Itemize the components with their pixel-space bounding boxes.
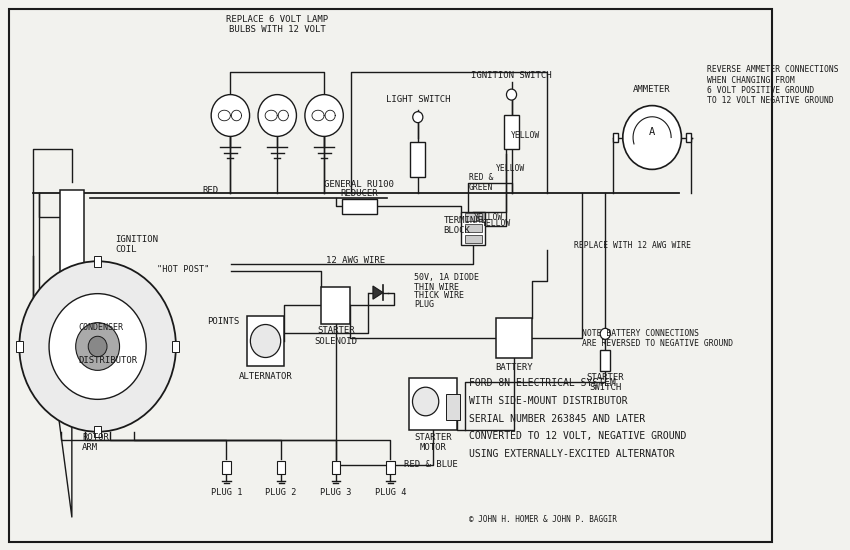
Ellipse shape	[623, 106, 682, 169]
Ellipse shape	[413, 112, 422, 123]
Text: CONVERTED TO 12 VOLT, NEGATIVE GROUND: CONVERTED TO 12 VOLT, NEGATIVE GROUND	[468, 431, 686, 441]
Text: PLUG 4: PLUG 4	[375, 488, 406, 497]
Text: YELLOW: YELLOW	[474, 213, 503, 222]
Text: SERIAL NUMBER 263845 AND LATER: SERIAL NUMBER 263845 AND LATER	[468, 414, 645, 424]
Bar	[173, 341, 179, 352]
Text: 50V, 1A DIODE: 50V, 1A DIODE	[414, 273, 479, 282]
Text: CONDENSER: CONDENSER	[78, 323, 123, 332]
Text: YELLOW: YELLOW	[496, 164, 525, 173]
Text: BATTERY: BATTERY	[495, 364, 533, 372]
Text: FORD 8N ELECTRICAL SYSTEM: FORD 8N ELECTRICAL SYSTEM	[468, 378, 615, 388]
Bar	[246, 316, 285, 366]
Text: AMMETER: AMMETER	[633, 85, 671, 94]
Ellipse shape	[211, 95, 250, 136]
Ellipse shape	[76, 323, 120, 370]
Text: IGNITION
COIL: IGNITION COIL	[116, 235, 159, 255]
Bar	[94, 426, 101, 437]
Ellipse shape	[258, 95, 297, 136]
Text: REVERSE AMMETER CONNECTIONS
WHEN CHANGING FROM
6 VOLT POSITIVE GROUND
TO 12 VOLT: REVERSE AMMETER CONNECTIONS WHEN CHANGIN…	[706, 65, 838, 106]
Bar	[16, 341, 23, 352]
Bar	[60, 190, 84, 300]
Text: PLUG: PLUG	[414, 300, 434, 309]
Text: © JOHN H. HOMER & JOHN P. BAGGIR: © JOHN H. HOMER & JOHN P. BAGGIR	[468, 515, 616, 524]
Ellipse shape	[507, 89, 517, 100]
Text: USING EXTERNALLY-EXCITED ALTERNATOR: USING EXTERNALLY-EXCITED ALTERNATOR	[468, 449, 674, 459]
Text: THICK WIRE: THICK WIRE	[414, 292, 464, 300]
Text: THIN WIRE: THIN WIRE	[414, 283, 459, 292]
Text: YELLOW: YELLOW	[482, 219, 512, 228]
Text: DISTRIBUTOR: DISTRIBUTOR	[78, 356, 137, 365]
Bar	[94, 256, 101, 267]
Text: NOTE BATTERY CONNECTIONS
ARE REVERSED TO NEGATIVE GROUND: NOTE BATTERY CONNECTIONS ARE REVERSED TO…	[581, 328, 733, 348]
Text: 12 AWG WIRE: 12 AWG WIRE	[326, 256, 385, 265]
Bar	[600, 350, 610, 371]
Text: YELLOW: YELLOW	[511, 131, 541, 140]
Bar	[465, 224, 482, 232]
Text: POINTS: POINTS	[207, 317, 239, 326]
Text: STARTER
SOLENOID: STARTER SOLENOID	[314, 326, 357, 346]
Text: ROTOR
ARM: ROTOR ARM	[82, 433, 109, 453]
Bar	[496, 318, 532, 358]
Text: LIGHT SWITCH: LIGHT SWITCH	[386, 95, 450, 103]
Text: ALTERNATOR: ALTERNATOR	[239, 372, 292, 381]
Bar	[342, 199, 377, 214]
Ellipse shape	[20, 261, 176, 432]
Text: PLUG 1: PLUG 1	[211, 488, 242, 497]
Bar	[223, 461, 230, 474]
Bar	[411, 141, 425, 177]
Bar	[321, 287, 350, 324]
Text: RED &
GREEN: RED & GREEN	[469, 173, 493, 192]
Ellipse shape	[305, 95, 343, 136]
Text: REPLACE WITH 12 AWG WIRE: REPLACE WITH 12 AWG WIRE	[574, 241, 691, 250]
Bar	[465, 213, 482, 221]
Ellipse shape	[412, 387, 439, 416]
Text: TERMINAL
BLOCK: TERMINAL BLOCK	[444, 216, 486, 235]
Bar	[465, 235, 482, 243]
Bar	[277, 461, 286, 474]
Ellipse shape	[49, 294, 146, 399]
Text: PLUG 3: PLUG 3	[320, 488, 352, 497]
Bar	[42, 317, 49, 343]
Text: A: A	[649, 127, 655, 137]
Bar	[387, 461, 394, 474]
Text: REPLACE 6 VOLT LAMP
BULBS WITH 12 VOLT: REPLACE 6 VOLT LAMP BULBS WITH 12 VOLT	[226, 15, 328, 35]
Text: STARTER
SWITCH: STARTER SWITCH	[586, 372, 624, 392]
Bar	[332, 461, 340, 474]
Bar	[462, 212, 485, 245]
Text: RED & BLUE: RED & BLUE	[405, 460, 458, 469]
Text: RED: RED	[203, 186, 219, 195]
Bar	[686, 133, 691, 142]
Bar	[446, 394, 460, 420]
Ellipse shape	[88, 336, 107, 357]
Text: REDUCER: REDUCER	[341, 189, 378, 197]
Bar	[410, 378, 457, 430]
Bar	[504, 116, 519, 148]
Ellipse shape	[251, 324, 280, 358]
Ellipse shape	[600, 328, 610, 339]
Text: STARTER
MOTOR: STARTER MOTOR	[415, 433, 452, 452]
Polygon shape	[373, 286, 383, 299]
Text: "HOT POST": "HOT POST"	[156, 265, 209, 274]
Text: GENERAL RU100: GENERAL RU100	[325, 180, 394, 189]
Text: WITH SIDE-MOUNT DISTRIBUTOR: WITH SIDE-MOUNT DISTRIBUTOR	[468, 396, 627, 406]
Text: PLUG 2: PLUG 2	[265, 488, 297, 497]
Bar	[613, 133, 618, 142]
Text: IGNITION SWITCH: IGNITION SWITCH	[471, 72, 552, 80]
